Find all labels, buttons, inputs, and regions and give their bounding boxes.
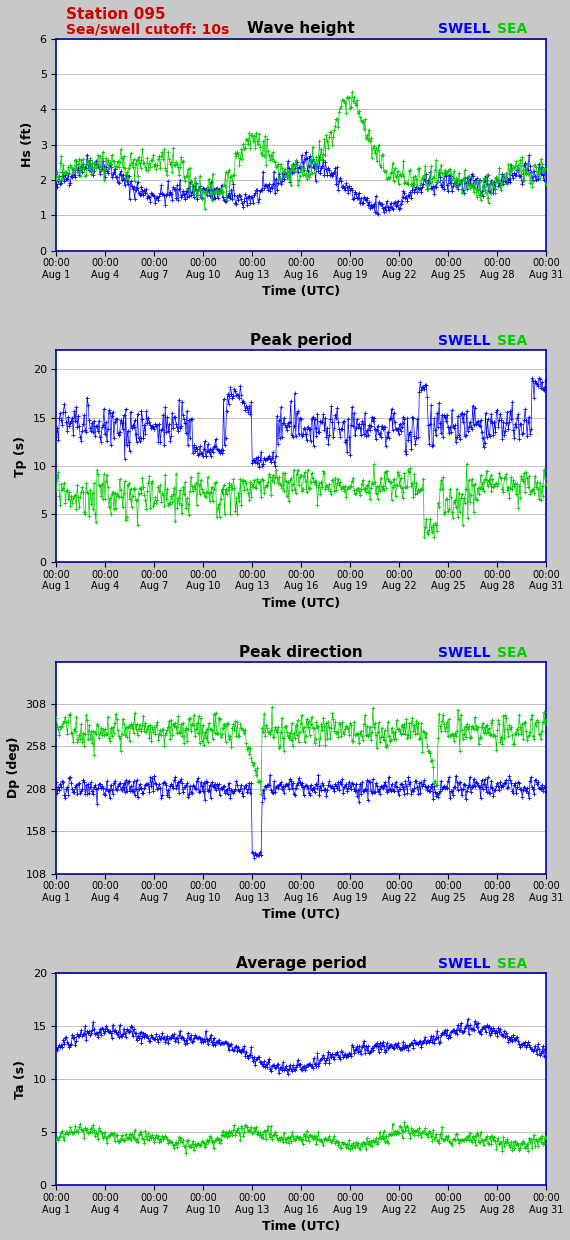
- Text: Peak period: Peak period: [250, 334, 352, 348]
- Y-axis label: Hs (ft): Hs (ft): [21, 122, 34, 167]
- X-axis label: Time (UTC): Time (UTC): [262, 285, 340, 299]
- Text: SWELL: SWELL: [438, 957, 491, 971]
- Y-axis label: Ta (s): Ta (s): [14, 1060, 27, 1099]
- Text: Average period: Average period: [236, 956, 367, 971]
- Text: Station 095: Station 095: [66, 6, 166, 21]
- Text: Peak direction: Peak direction: [239, 645, 363, 660]
- X-axis label: Time (UTC): Time (UTC): [262, 1220, 340, 1233]
- Y-axis label: Tp (s): Tp (s): [14, 435, 27, 476]
- Text: SWELL: SWELL: [438, 334, 491, 348]
- X-axis label: Time (UTC): Time (UTC): [262, 596, 340, 610]
- Text: SWELL: SWELL: [438, 646, 491, 660]
- Y-axis label: Dp (deg): Dp (deg): [7, 737, 20, 799]
- Text: Sea/swell cutoff: 10s: Sea/swell cutoff: 10s: [66, 22, 230, 36]
- Text: SWELL: SWELL: [438, 22, 491, 36]
- Text: SEA: SEA: [497, 334, 527, 348]
- Text: SEA: SEA: [497, 957, 527, 971]
- Text: Wave height: Wave height: [247, 21, 355, 36]
- X-axis label: Time (UTC): Time (UTC): [262, 909, 340, 921]
- Text: SEA: SEA: [497, 646, 527, 660]
- Text: SEA: SEA: [497, 22, 527, 36]
